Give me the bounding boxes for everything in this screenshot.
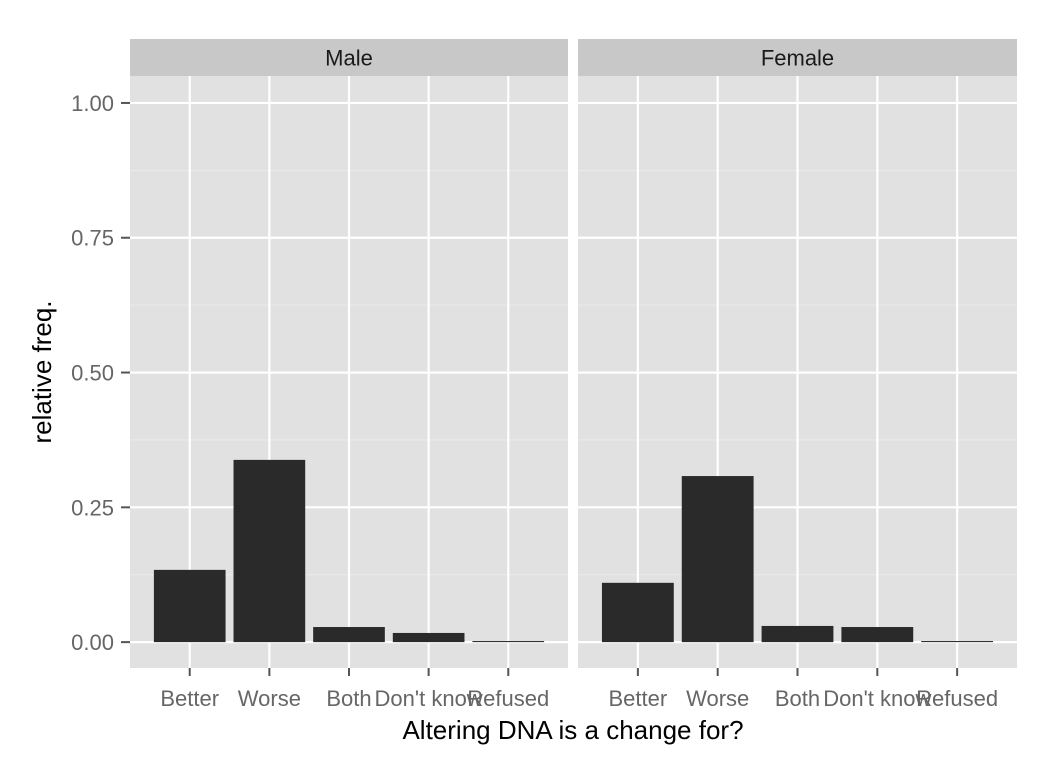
x-tick-label: Refused [467, 686, 549, 711]
y-tick-label: 0.75 [71, 226, 114, 251]
x-axis-label: Altering DNA is a change for? [402, 715, 743, 745]
y-tick-label: 0.50 [71, 361, 114, 386]
x-tick-label: Both [326, 686, 371, 711]
bar [681, 476, 754, 643]
x-tick-label: Better [160, 686, 219, 711]
bar [313, 627, 385, 643]
y-tick-label: 0.00 [71, 630, 114, 655]
bar [392, 632, 465, 643]
x-tick-label: Refused [916, 686, 998, 711]
bar [472, 641, 545, 643]
y-tick-label: 1.00 [71, 91, 114, 116]
bar [841, 627, 914, 643]
bar [761, 625, 834, 643]
y-axis-label: relative freq. [27, 300, 57, 443]
bar [601, 582, 674, 643]
x-tick-label: Don't know [823, 686, 931, 711]
y-tick-label: 0.25 [71, 495, 114, 520]
x-tick-label: Worse [238, 686, 301, 711]
x-tick-label: Don't know [375, 686, 483, 711]
x-tick-label: Better [609, 686, 668, 711]
bar [153, 569, 226, 643]
x-tick-label: Both [775, 686, 820, 711]
facet-strip [130, 39, 568, 76]
bar [233, 459, 306, 643]
y-axis: 0.00 0.25 0.50 0.75 1.00 [71, 91, 130, 655]
facet-strip-label: Female [761, 46, 834, 71]
facet-strip [578, 39, 1017, 76]
x-tick-label: Worse [686, 686, 749, 711]
facet-strip-label: Male [325, 46, 373, 71]
bar [921, 641, 994, 643]
